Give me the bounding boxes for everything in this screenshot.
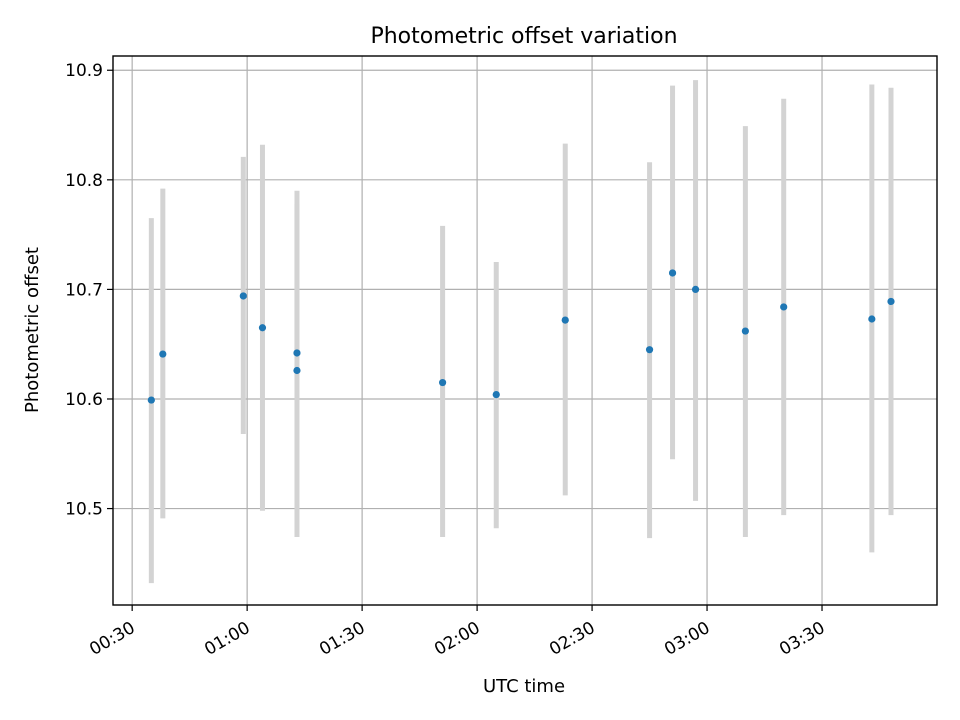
y-tick-label: 10.6 xyxy=(65,390,103,410)
data-point xyxy=(887,297,895,306)
chart-title: Photometric offset variation xyxy=(370,24,677,49)
x-tick-label: 03:30 xyxy=(776,618,828,660)
data-point xyxy=(691,285,700,294)
y-axis-label: Photometric offset xyxy=(22,247,43,413)
x-tick-label: 01:00 xyxy=(201,618,253,660)
plot-frame xyxy=(112,55,938,606)
y-tick-label: 10.8 xyxy=(65,171,103,191)
x-tick-label: 01:30 xyxy=(316,618,368,660)
data-point xyxy=(492,391,500,399)
x-axis-label: UTC time xyxy=(483,676,565,697)
data-point xyxy=(645,346,654,354)
error-bars xyxy=(148,80,894,584)
data-point xyxy=(741,327,749,335)
data-point xyxy=(293,349,301,357)
data-point xyxy=(293,366,301,375)
x-tick-label: 02:00 xyxy=(431,618,483,660)
y-axis-ticks: 10.5 10.6 10.7 10.8 10.9 xyxy=(65,61,113,520)
y-tick-label: 10.5 xyxy=(65,500,103,520)
data-points xyxy=(147,269,895,404)
data-point xyxy=(147,396,155,404)
x-tick-label: 02:30 xyxy=(546,618,598,660)
y-tick-label: 10.9 xyxy=(65,61,103,81)
x-tick-label: 00:30 xyxy=(86,618,138,660)
data-point xyxy=(780,303,788,311)
data-point xyxy=(258,324,267,332)
x-tick-label: 03:00 xyxy=(661,618,713,660)
data-point xyxy=(668,269,677,277)
data-point xyxy=(159,350,167,358)
data-point xyxy=(561,316,569,324)
x-axis-ticks: 00:30 01:00 01:30 02:00 02:30 03:00 03:30 xyxy=(86,605,829,660)
grid xyxy=(113,56,937,605)
y-tick-label: 10.7 xyxy=(65,280,103,300)
data-point xyxy=(439,378,447,387)
data-point xyxy=(868,315,876,323)
data-point xyxy=(239,292,247,300)
